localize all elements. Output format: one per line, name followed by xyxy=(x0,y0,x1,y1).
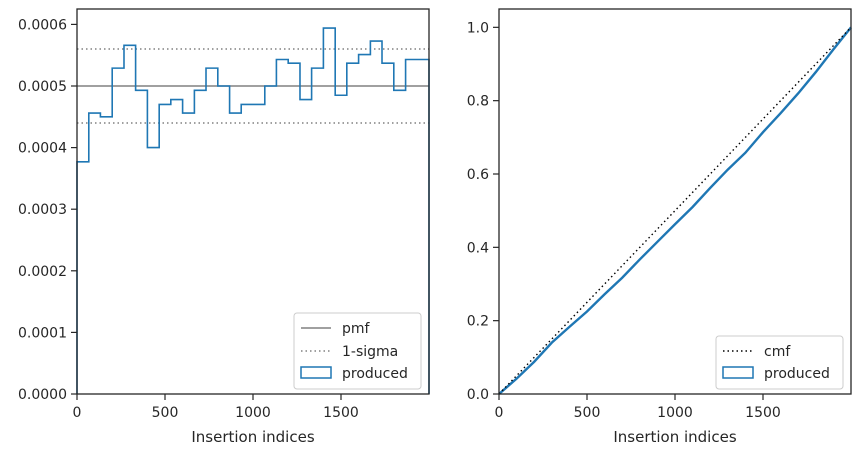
left-reference-lines xyxy=(77,48,429,124)
left-x-tick-label: 1500 xyxy=(323,405,359,421)
right-x-tick-label: 500 xyxy=(574,405,601,421)
left-x-tick-label: 500 xyxy=(152,405,179,421)
right-y-ticks: 0.0 0.2 0.4 0.6 0.8 1.0 xyxy=(467,20,499,403)
left-x-ticks: 0 500 1000 1500 xyxy=(73,394,359,421)
right-y-tick-label: 1.0 xyxy=(467,20,489,36)
right-y-tick-label: 0.4 xyxy=(467,240,489,256)
left-y-tick-label: 0.0001 xyxy=(18,325,67,341)
left-legend-produced-label: produced xyxy=(342,366,408,382)
right-y-tick-label: 0.2 xyxy=(467,314,489,330)
right-series-layer xyxy=(498,26,852,395)
left-legend-pmf-label: pmf xyxy=(342,321,371,337)
right-x-axis-label: Insertion indices xyxy=(613,428,736,446)
right-x-tick-label: 0 xyxy=(495,405,504,421)
left-y-tick-label: 0.0006 xyxy=(18,17,67,33)
left-chart: 0 500 1000 1500 0.00000.00010.00020.00030.0… xyxy=(18,8,430,446)
right-y-tick-label: 0.6 xyxy=(467,167,489,183)
right-legend: cmf produced xyxy=(715,335,844,390)
right-legend-frame xyxy=(715,335,844,390)
right-chart: 0 500 1000 1500 0.0 0.2 0.4 0.6 0.8 1.0 Insertio… xyxy=(467,8,852,446)
left-legend: pmf 1-sigma produced xyxy=(293,312,422,390)
left-y-tick-label: 0.0003 xyxy=(18,202,67,218)
left-series-layer xyxy=(76,27,430,394)
right-legend-produced-swatch xyxy=(722,366,754,379)
right-x-tick-label: 1000 xyxy=(657,405,693,421)
left-y-tick-label: 0.0005 xyxy=(18,79,67,95)
left-x-tick-label: 0 xyxy=(73,405,82,421)
right-y-tick-label: 0.0 xyxy=(467,387,489,403)
right-legend-cmf-label: cmf xyxy=(764,344,791,360)
left-y-ticks: 0.0000 0.0001 0.0002 0.0003 0.0004 0.0005 0.00… xyxy=(18,17,77,403)
right-x-ticks: 0 500 1000 1500 xyxy=(495,394,781,421)
left-x-axis-label: Insertion indices xyxy=(191,428,314,446)
right-cmf-line xyxy=(498,26,852,395)
left-produced-step-line xyxy=(76,27,430,394)
right-produced-line xyxy=(498,26,852,395)
left-x-tick-label: 1000 xyxy=(235,405,271,421)
left-y-tick-label: 0.0004 xyxy=(18,141,67,157)
right-x-tick-label: 1500 xyxy=(745,405,781,421)
left-y-tick-label: 0.0000 xyxy=(18,387,67,403)
right-legend-produced-label: produced xyxy=(764,366,830,382)
left-legend-sigma-label: 1-sigma xyxy=(342,344,398,360)
left-legend-produced-swatch xyxy=(300,366,332,379)
right-y-tick-label: 0.8 xyxy=(467,94,489,110)
left-y-tick-label: 0.0002 xyxy=(18,264,67,280)
left-legend-frame xyxy=(293,312,422,390)
